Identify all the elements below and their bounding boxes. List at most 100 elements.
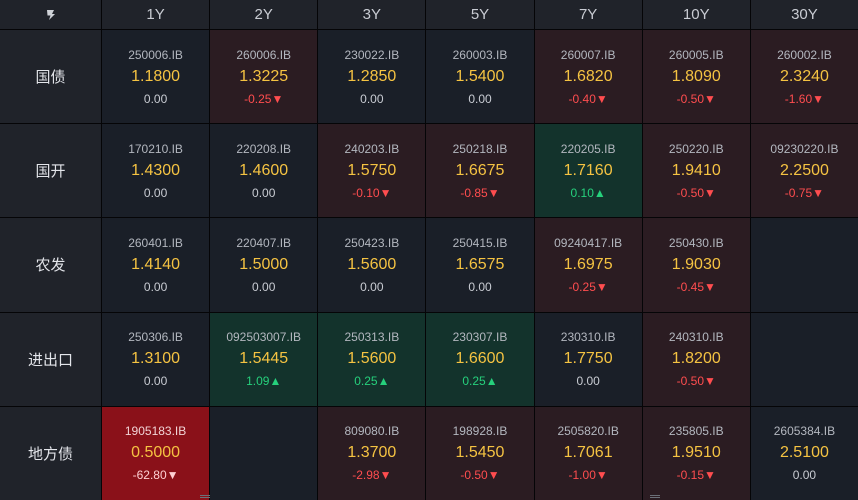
bond-yield: 1.5600 <box>347 255 397 273</box>
column-header-2y[interactable]: 2Y <box>210 0 318 29</box>
bond-yield: 1.2850 <box>347 67 397 85</box>
bond-cell[interactable]: 220208.IB 1.4600 0.00 <box>210 124 318 218</box>
bond-change: -0.15▼ <box>676 468 716 483</box>
bond-code: 250306.IB <box>128 330 183 345</box>
bond-yield: 1.5400 <box>455 67 505 85</box>
bond-cell[interactable]: 250218.IB 1.6675 -0.85▼ <box>426 124 534 218</box>
resize-grip-icon[interactable] <box>200 495 210 500</box>
bond-change: 0.00 <box>360 279 384 294</box>
bond-change: -0.50▼ <box>460 468 500 483</box>
column-header-3y[interactable]: 3Y <box>318 0 426 29</box>
bond-cell[interactable]: 240203.IB 1.5750 -0.10▼ <box>318 124 426 218</box>
bond-change: 0.00 <box>143 279 168 294</box>
bond-yield: 1.4300 <box>131 161 181 179</box>
bond-code: 220407.IB <box>236 235 292 250</box>
bond-cell[interactable]: 260002.IB 2.3240 -1.60▼ <box>750 30 858 124</box>
bond-code: 198928.IB <box>452 424 508 439</box>
bond-cell[interactable]: 260007.IB 1.6820 -0.40▼ <box>534 30 642 124</box>
bond-yield: 1.8090 <box>671 67 721 85</box>
bond-yield: 1.9510 <box>671 444 721 462</box>
bond-cell[interactable]: 09230220.IB 2.2500 -0.75▼ <box>750 124 858 218</box>
column-header-1y[interactable]: 1Y <box>102 0 210 29</box>
bond-cell[interactable]: 220407.IB 1.5000 0.00 <box>210 218 318 312</box>
bond-code: 230310.IB <box>560 330 616 345</box>
bond-yield: 1.6975 <box>563 255 613 273</box>
bond-change: 0.00 <box>252 185 276 200</box>
bond-change: 0.00 <box>143 91 168 106</box>
bond-code: 260003.IB <box>452 47 508 62</box>
bond-yield: 0.5000 <box>131 444 181 462</box>
bond-change: -1.00▼ <box>568 468 608 483</box>
bond-yield: 1.1800 <box>131 67 181 85</box>
bond-cell[interactable]: 250423.IB 1.5600 0.00 <box>318 218 426 312</box>
bond-cell[interactable]: 250220.IB 1.9410 -0.50▼ <box>642 124 750 218</box>
bond-yield: 1.5750 <box>347 161 397 179</box>
bond-cell[interactable]: 170210.IB 1.4300 0.00 <box>102 124 210 218</box>
bond-cell[interactable]: 260401.IB 1.4140 0.00 <box>102 218 210 312</box>
bond-yield: 1.5445 <box>239 350 289 368</box>
bond-code: 250220.IB <box>668 141 724 156</box>
bond-code: 260006.IB <box>236 47 292 62</box>
bond-cell[interactable]: 250006.IB 1.1800 0.00 <box>102 30 210 124</box>
bond-change: 0.00 <box>792 468 817 483</box>
bond-cell[interactable]: 09240417.IB 1.6975 -0.25▼ <box>534 218 642 312</box>
empty-cell <box>750 218 858 312</box>
bond-change: -0.50▼ <box>676 374 716 389</box>
bond-yield: 1.9030 <box>671 255 721 273</box>
bond-yield: 1.3225 <box>239 67 289 85</box>
bond-cell[interactable]: 235805.IB 1.9510 -0.15▼ <box>642 406 750 500</box>
bond-yield: 1.4140 <box>131 255 181 273</box>
bond-cell[interactable]: 250313.IB 1.5600 0.25▲ <box>318 312 426 406</box>
bond-code: 09230220.IB <box>770 141 839 156</box>
bond-change: -0.75▼ <box>784 185 825 200</box>
bond-cell[interactable]: 230022.IB 1.2850 0.00 <box>318 30 426 124</box>
bond-yield: 1.5000 <box>239 255 289 273</box>
bond-cell[interactable]: 260005.IB 1.8090 -0.50▼ <box>642 30 750 124</box>
bond-cell[interactable]: 2505820.IB 1.7061 -1.00▼ <box>534 406 642 500</box>
bond-code: 260002.IB <box>777 47 832 62</box>
bond-cell[interactable]: 809080.IB 1.3700 -2.98▼ <box>318 406 426 500</box>
bond-cell[interactable]: 230307.IB 1.6600 0.25▲ <box>426 312 534 406</box>
bond-cell[interactable]: 250430.IB 1.9030 -0.45▼ <box>642 218 750 312</box>
corner-logo <box>0 0 101 29</box>
column-header-7y[interactable]: 7Y <box>534 0 642 29</box>
bond-cell[interactable]: 250415.IB 1.6575 0.00 <box>426 218 534 312</box>
bond-code: 250430.IB <box>668 235 724 250</box>
bond-cell[interactable]: 240310.IB 1.8200 -0.50▼ <box>642 312 750 406</box>
column-header-5y[interactable]: 5Y <box>426 0 534 29</box>
bond-cell[interactable]: 250306.IB 1.3100 0.00 <box>102 312 210 406</box>
resize-grip-icon[interactable] <box>650 495 660 500</box>
bond-yield: 1.6600 <box>455 350 505 368</box>
bond-change: 0.00 <box>143 185 168 200</box>
bond-change: -0.50▼ <box>676 91 716 106</box>
bond-cell[interactable]: 198928.IB 1.5450 -0.50▼ <box>426 406 534 500</box>
bond-yield: 1.7061 <box>563 444 613 462</box>
bond-code: 250218.IB <box>452 141 508 156</box>
bond-code: 092503007.IB <box>226 330 302 345</box>
bond-change: -0.85▼ <box>460 185 500 200</box>
bond-cell[interactable]: 260003.IB 1.5400 0.00 <box>426 30 534 124</box>
bond-code: 250423.IB <box>344 235 400 250</box>
column-header-10y[interactable]: 10Y <box>642 0 750 29</box>
bond-yield: 2.5100 <box>779 444 829 462</box>
bond-code: 250415.IB <box>452 235 508 250</box>
bond-cell[interactable]: 220205.IB 1.7160 0.10▲ <box>534 124 642 218</box>
row-label: 地方债 <box>0 406 101 500</box>
bond-yield: 1.6675 <box>455 161 505 179</box>
bond-yield: 2.3240 <box>779 67 829 85</box>
bond-cell[interactable]: 092503007.IB 1.5445 1.09▲ <box>210 312 318 406</box>
bond-cell[interactable]: 260006.IB 1.3225 -0.25▼ <box>210 30 318 124</box>
bond-yield: 1.7750 <box>563 350 613 368</box>
bond-change: -0.10▼ <box>352 185 392 200</box>
bond-code: 250006.IB <box>128 47 183 62</box>
bond-change: -0.45▼ <box>676 279 716 294</box>
bond-cell[interactable]: 2605384.IB 2.5100 0.00 <box>750 406 858 500</box>
bond-change: 1.09▲ <box>246 374 282 389</box>
bond-cell[interactable]: 230310.IB 1.7750 0.00 <box>534 312 642 406</box>
bond-code: 170210.IB <box>128 141 183 156</box>
bond-code: 235805.IB <box>668 424 724 439</box>
row-label: 进出口 <box>0 312 101 406</box>
bond-cell[interactable]: 1905183.IB 0.5000 -62.80▼ <box>102 406 210 500</box>
column-header-30y[interactable]: 30Y <box>750 0 858 29</box>
bond-change: 0.00 <box>468 91 492 106</box>
